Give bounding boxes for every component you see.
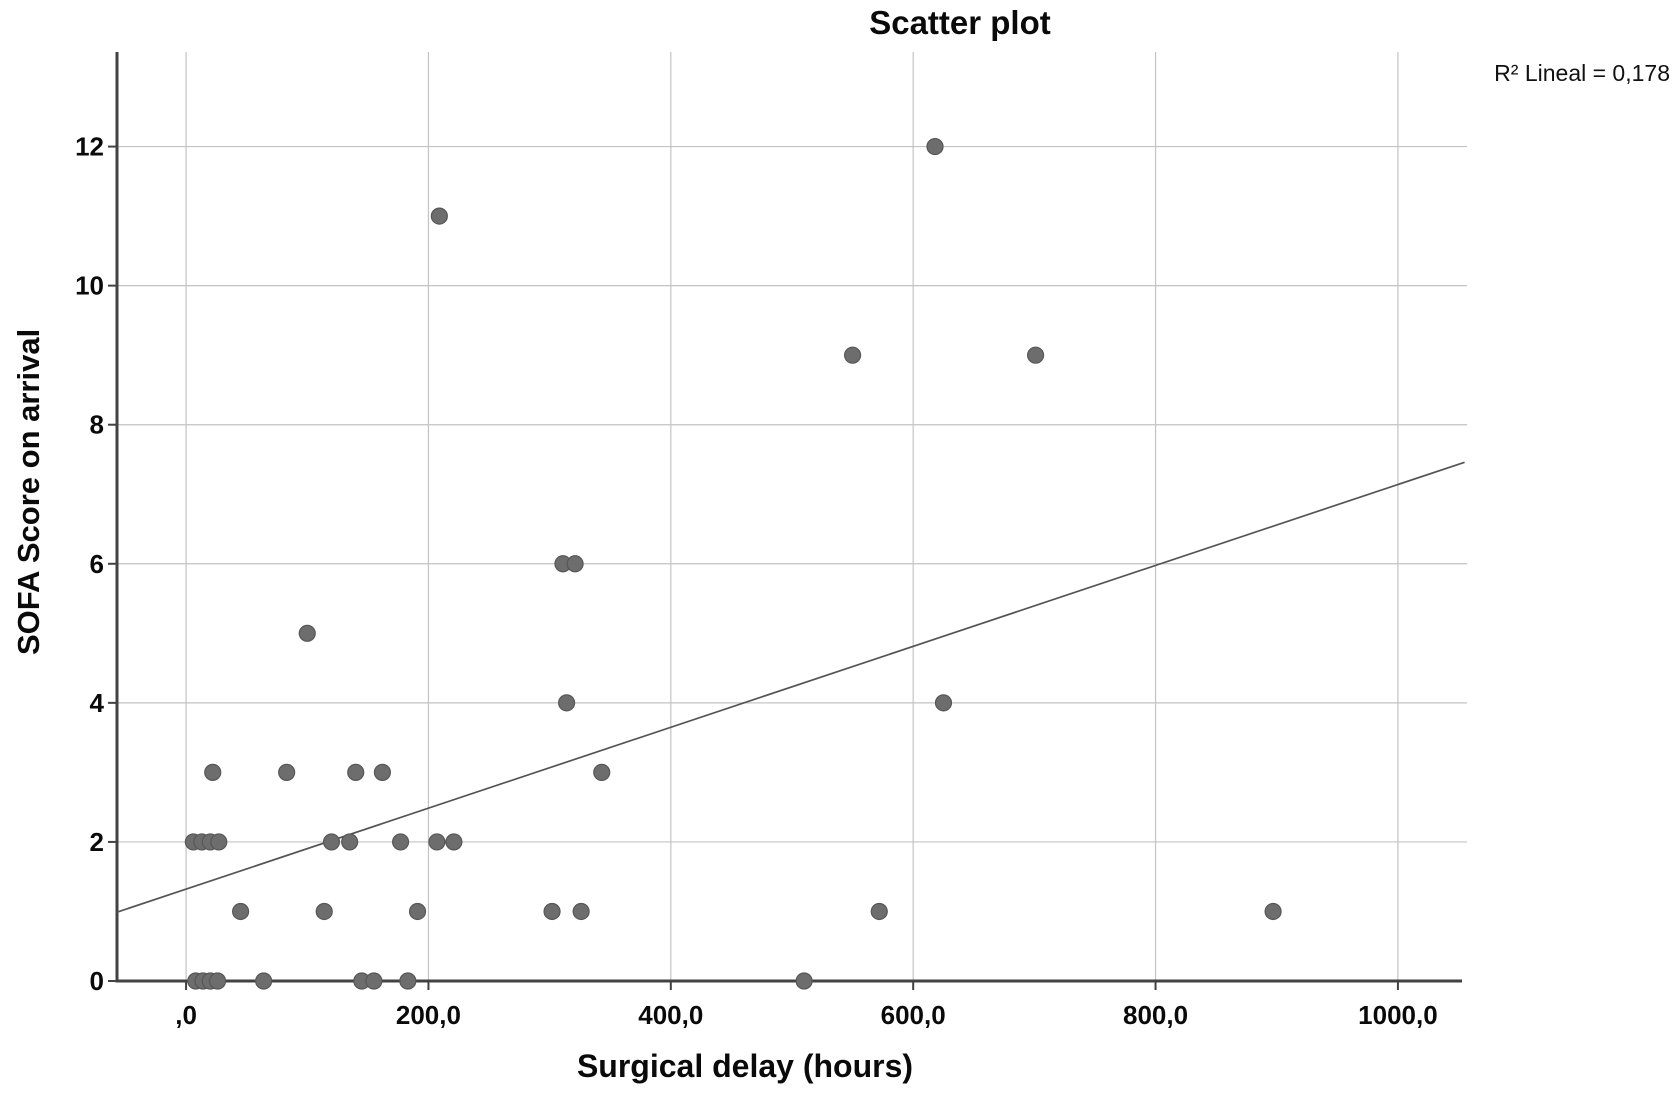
data-point [557, 694, 576, 712]
data-point [315, 902, 333, 921]
data-point [391, 833, 410, 851]
data-point [341, 833, 359, 851]
data-point [322, 833, 341, 851]
x-tick-label: ,0 [175, 1000, 197, 1030]
data-point [204, 763, 222, 781]
x-tick-label: 1000,0 [1358, 1000, 1438, 1030]
y-tick-label: 0 [90, 966, 104, 996]
y-tick-label: 2 [90, 827, 104, 857]
y-tick-label: 6 [90, 549, 104, 579]
x-tick-label: 800,0 [1123, 1000, 1188, 1030]
data-point [1026, 346, 1045, 364]
chart-title: Scatter plot [869, 4, 1051, 41]
data-point [572, 902, 590, 921]
data-point [365, 972, 383, 990]
data-point [795, 972, 813, 990]
data-point [1264, 902, 1282, 921]
data-point [210, 833, 228, 851]
data-point [870, 902, 888, 921]
data-point [232, 902, 250, 921]
data-point [278, 763, 296, 781]
y-tick-label: 8 [90, 410, 104, 440]
data-point [373, 763, 391, 781]
trendline [116, 461, 1465, 913]
x-tick-label: 400,0 [638, 1000, 703, 1030]
y-tick-label: 12 [75, 132, 104, 162]
data-point [445, 833, 463, 851]
r2-annotation: R² Lineal = 0,178 [1494, 60, 1670, 86]
data-point [934, 694, 953, 712]
data-point [843, 346, 862, 364]
data-point [566, 555, 584, 573]
data-point [399, 972, 417, 990]
data-point [208, 972, 227, 990]
x-tick-label: 200,0 [396, 1000, 461, 1030]
data-point [543, 902, 561, 921]
data-point [428, 833, 446, 851]
y-tick-label: 4 [90, 688, 105, 718]
data-point [430, 207, 448, 225]
data-point [926, 137, 944, 156]
y-tick-label: 10 [75, 271, 104, 301]
x-axis-title: Surgical delay (hours) [576, 1048, 914, 1084]
data-point [408, 902, 427, 921]
x-tick-label: 600,0 [881, 1000, 946, 1030]
data-point [298, 624, 316, 642]
data-point [593, 763, 611, 781]
data-point [255, 972, 273, 990]
data-point [347, 763, 365, 781]
